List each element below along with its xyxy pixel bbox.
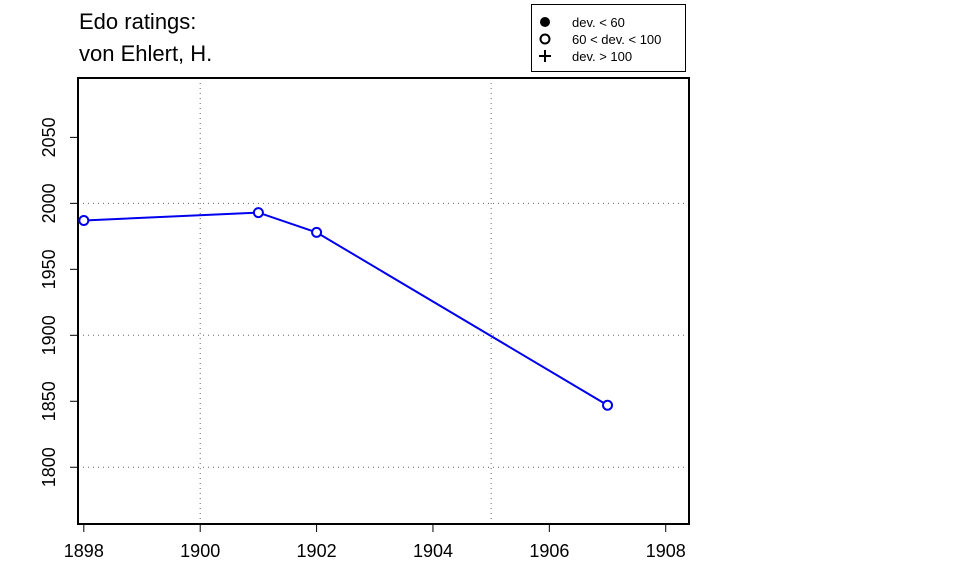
chart-title-line-2: von Ehlert, H.: [79, 41, 213, 66]
data-point: [602, 399, 614, 411]
data-point: [252, 207, 264, 219]
x-tick-label: 1906: [529, 541, 569, 561]
y-tick-label: 2050: [39, 117, 59, 157]
y-tick-label: 1900: [39, 315, 59, 355]
x-tick-label: 1902: [297, 541, 337, 561]
legend-entry-low-dev: dev. < 60: [532, 13, 625, 31]
plus-icon: [532, 50, 558, 62]
data-point: [78, 215, 90, 227]
plot-frame: [77, 77, 690, 525]
legend-label: dev. > 100: [572, 48, 633, 64]
x-tick-label: 1904: [413, 541, 453, 561]
x-tick-label: 1898: [64, 541, 104, 561]
x-tick-label: 1908: [646, 541, 686, 561]
filled-circle-icon: [532, 16, 558, 28]
legend: dev. < 60 60 < dev. < 100 dev. > 100: [531, 4, 686, 72]
legend-entry-mid-dev: 60 < dev. < 100: [532, 30, 661, 48]
data-point: [311, 226, 323, 238]
legend-label: dev. < 60: [572, 14, 625, 30]
legend-label: 60 < dev. < 100: [572, 31, 662, 47]
y-tick-label: 2000: [39, 183, 59, 223]
y-tick-label: 1800: [39, 447, 59, 487]
y-tick-label: 1850: [39, 381, 59, 421]
legend-entry-high-dev: dev. > 100: [532, 47, 632, 65]
y-tick-label: 1950: [39, 249, 59, 289]
x-tick-label: 1900: [180, 541, 220, 561]
open-circle-icon: [532, 33, 558, 45]
chart-title-line-1: Edo ratings:: [79, 9, 197, 34]
series-line: [83, 211, 609, 407]
